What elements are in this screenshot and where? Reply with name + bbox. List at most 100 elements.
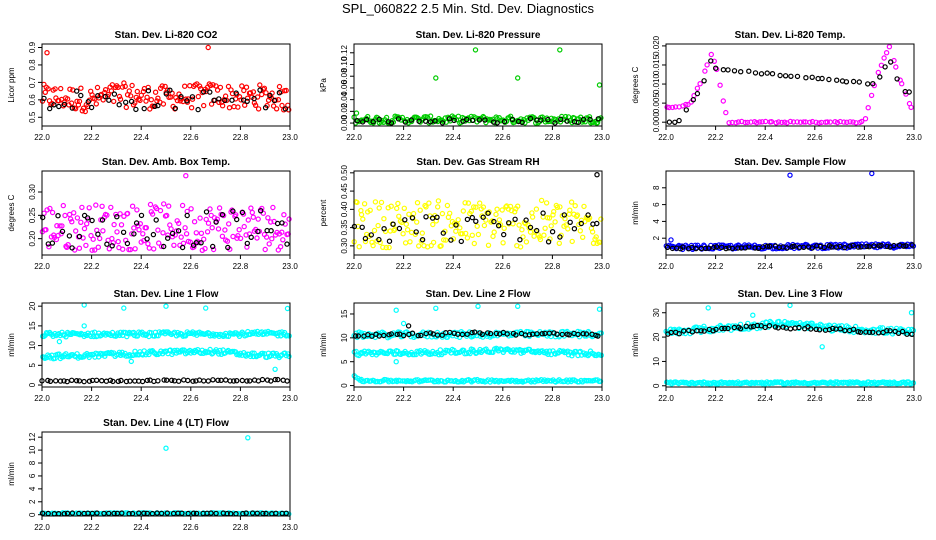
- data-point: [701, 78, 707, 84]
- data-point: [164, 235, 171, 241]
- outlier-point: [121, 305, 127, 311]
- data-point: [129, 82, 135, 89]
- data-point: [437, 347, 443, 353]
- data-point: [47, 378, 54, 384]
- data-point: [60, 202, 67, 209]
- data-point: [259, 91, 265, 98]
- data-point: [64, 244, 70, 250]
- data-point: [276, 83, 283, 90]
- data-point: [196, 83, 203, 89]
- x-tick-label: 22.2: [84, 394, 100, 403]
- data-point: [427, 330, 434, 336]
- data-point: [118, 222, 125, 228]
- data-point: [517, 236, 523, 243]
- x-tick-label: 22.2: [708, 262, 724, 271]
- data-point: [482, 117, 488, 123]
- data-point: [459, 230, 465, 237]
- data-point: [127, 378, 133, 384]
- x-tick-label: 22.0: [34, 262, 50, 271]
- data-point: [834, 77, 840, 83]
- data-point: [586, 114, 593, 120]
- data-point: [118, 377, 124, 384]
- data-point: [51, 102, 57, 108]
- data-point: [396, 213, 402, 219]
- data-point: [144, 94, 150, 101]
- data-point: [241, 87, 247, 94]
- data-point: [694, 90, 701, 97]
- data-point: [61, 99, 67, 106]
- y-axis-label: kPa: [319, 78, 328, 92]
- data-point: [89, 92, 95, 98]
- data-point: [136, 227, 142, 233]
- data-point: [487, 349, 493, 355]
- data-point: [386, 244, 392, 251]
- x-tick-label: 22.6: [495, 394, 511, 403]
- data-point: [173, 228, 180, 234]
- data-point: [64, 96, 71, 102]
- outlier-point: [405, 323, 412, 329]
- data-point: [434, 214, 440, 220]
- data-point: [241, 102, 248, 108]
- data-point: [562, 113, 569, 120]
- data-point: [830, 325, 836, 332]
- data-point: [464, 235, 471, 241]
- data-point: [545, 116, 551, 123]
- data-point: [576, 221, 582, 228]
- data-point: [284, 378, 290, 384]
- data-point: [233, 216, 240, 223]
- data-point: [509, 116, 516, 123]
- data-point: [261, 85, 268, 92]
- data-point: [184, 98, 190, 104]
- chart-title: Stan. Dev. Li-820 Pressure: [416, 30, 541, 41]
- outlier-point: [284, 305, 291, 312]
- data-point: [903, 242, 909, 249]
- data-point: [841, 119, 847, 125]
- data-point: [862, 115, 869, 122]
- data-point: [784, 245, 790, 251]
- x-tick-label: 22.8: [233, 523, 249, 532]
- plot-frame: [41, 170, 291, 256]
- data-point: [254, 235, 260, 241]
- data-point: [158, 243, 165, 250]
- data-point: [488, 219, 494, 225]
- data-point: [381, 225, 387, 232]
- data-point: [782, 73, 789, 79]
- data-point: [180, 240, 187, 246]
- data-point: [276, 89, 283, 96]
- data-point: [266, 241, 272, 247]
- data-point: [737, 326, 744, 332]
- data-point: [519, 226, 525, 233]
- data-point: [554, 331, 560, 337]
- data-point: [66, 233, 73, 239]
- data-point: [757, 119, 763, 125]
- x-tick-label: 23.0: [906, 262, 922, 271]
- data-point: [222, 227, 228, 233]
- data-point: [515, 203, 521, 209]
- data-point: [225, 244, 231, 251]
- data-point: [152, 89, 159, 95]
- data-point: [690, 96, 697, 103]
- data-point: [207, 82, 214, 89]
- data-point: [235, 104, 241, 110]
- chart-panel: Stan. Dev. Li-820 Temp. 22.0 22.2 22.4 22.6 2…: [631, 30, 922, 142]
- x-tick-label: 23.0: [906, 394, 922, 403]
- data-point: [565, 226, 571, 232]
- data-point: [884, 328, 890, 334]
- data-point: [73, 378, 80, 384]
- data-point: [277, 243, 284, 250]
- data-point: [204, 229, 211, 235]
- data-point: [85, 98, 92, 105]
- data-point: [664, 244, 671, 250]
- data-point: [884, 243, 890, 250]
- data-point: [476, 117, 483, 123]
- data-point: [459, 331, 466, 338]
- data-point: [484, 330, 491, 336]
- data-point: [179, 510, 185, 516]
- x-tick-label: 22.4: [133, 262, 149, 271]
- y-tick-label: 0.40: [340, 201, 349, 217]
- chart-panel: Stan. Dev. Line 1 Flow 22.0 22.2 22.4 22.6 22…: [7, 289, 298, 403]
- chart-panel: Stan. Dev. Line 4 (LT) Flow 22.0 22.2 22.4 2…: [7, 418, 298, 532]
- data-point: [899, 328, 906, 335]
- outlier-point: [433, 305, 439, 311]
- data-point: [144, 377, 150, 384]
